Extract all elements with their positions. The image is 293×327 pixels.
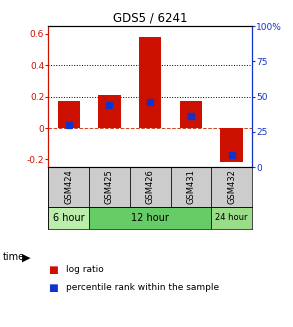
Text: ■: ■ xyxy=(48,265,58,275)
Title: GDS5 / 6241: GDS5 / 6241 xyxy=(113,12,188,25)
Text: percentile rank within the sample: percentile rank within the sample xyxy=(66,283,219,292)
Bar xyxy=(89,207,211,229)
Bar xyxy=(57,101,80,128)
Bar xyxy=(171,167,211,207)
Bar xyxy=(48,207,89,229)
Bar xyxy=(48,167,89,207)
Text: 6 hour: 6 hour xyxy=(53,213,84,223)
Bar xyxy=(98,95,121,128)
Bar xyxy=(211,207,252,229)
Text: GSM432: GSM432 xyxy=(227,170,236,204)
Bar xyxy=(180,101,202,128)
Text: GSM425: GSM425 xyxy=(105,170,114,204)
Text: 24 hour: 24 hour xyxy=(215,214,248,222)
Text: GSM424: GSM424 xyxy=(64,170,73,204)
Text: GSM431: GSM431 xyxy=(186,170,195,204)
Text: ■: ■ xyxy=(48,283,58,293)
Text: time: time xyxy=(3,252,25,262)
Text: 12 hour: 12 hour xyxy=(131,213,169,223)
Bar xyxy=(211,167,252,207)
Bar xyxy=(220,128,243,163)
Bar xyxy=(130,167,171,207)
Text: log ratio: log ratio xyxy=(66,265,104,274)
Text: ▶: ▶ xyxy=(22,252,30,262)
Text: GSM426: GSM426 xyxy=(146,170,155,204)
Bar xyxy=(89,167,130,207)
Bar xyxy=(139,37,161,128)
